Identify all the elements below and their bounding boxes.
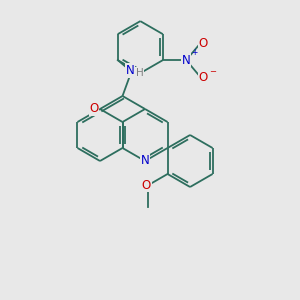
Text: N: N <box>141 154 149 167</box>
Text: −: − <box>209 67 216 76</box>
Text: +: + <box>191 48 198 57</box>
Text: O: O <box>198 37 207 50</box>
Text: O: O <box>89 103 99 116</box>
Text: O: O <box>198 70 207 84</box>
Text: N: N <box>182 54 190 67</box>
Text: O: O <box>142 178 151 191</box>
Text: H: H <box>136 68 143 78</box>
Text: N: N <box>126 64 135 77</box>
